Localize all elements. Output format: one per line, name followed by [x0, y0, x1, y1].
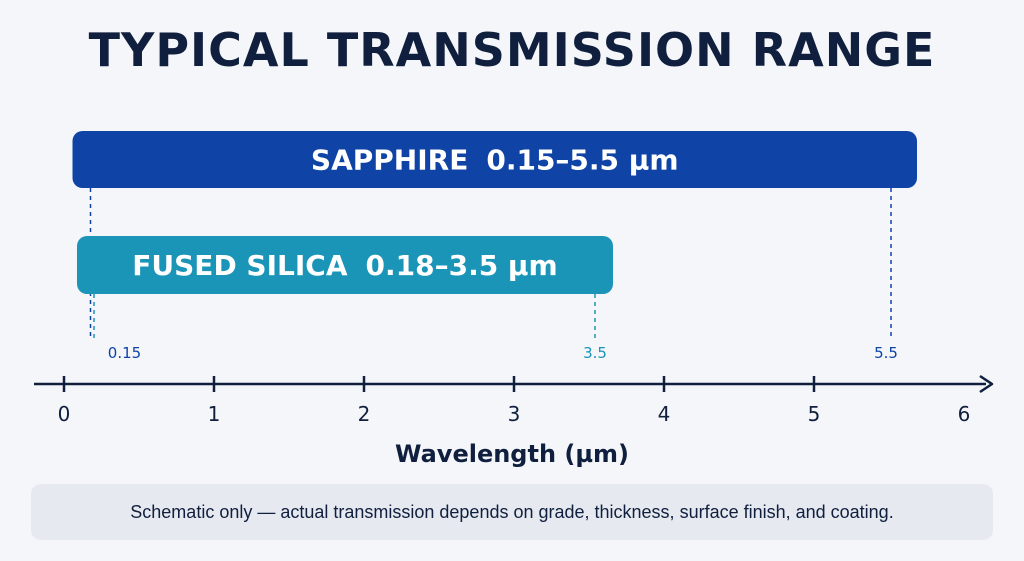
series-range-label: 0.18–3.5 µm: [366, 249, 558, 282]
series-range-label: 0.15–5.5 µm: [486, 144, 678, 177]
marker-label-2: 5.5: [874, 344, 898, 362]
x-tick-label-3: 3: [508, 402, 521, 426]
x-tick-label-5: 5: [808, 402, 821, 426]
marker-label-1: 3.5: [583, 344, 607, 362]
x-axis-arrow: [979, 374, 994, 394]
range-bar-0: [72, 131, 917, 188]
x-axis-title: Wavelength (µm): [395, 440, 629, 468]
marker-label-0: 0.15: [108, 344, 141, 362]
series-name: SAPPHIRE: [311, 144, 468, 177]
x-tick-label-6: 6: [958, 402, 971, 426]
range-bars: SAPPHIRE 0.15–5.5 µm FUSED SILICA 0.18–3.5 …: [72, 131, 917, 294]
chart-title: TYPICAL TRANSMISSION RANGE: [88, 23, 936, 77]
range-bar-label-0: SAPPHIRE 0.15–5.5 µm: [311, 144, 679, 177]
series-name: FUSED SILICA: [132, 249, 348, 282]
range-bar-label-1: FUSED SILICA 0.18–3.5 µm: [132, 249, 557, 282]
transmission-chart: 0.15 3.5 5.5 SAPPHIRE 0.15–5.5 µm FUSED SILI…: [34, 131, 994, 468]
x-tick-label-4: 4: [658, 402, 671, 426]
x-tick-label-1: 1: [208, 402, 221, 426]
x-tick-label-0: 0: [58, 402, 71, 426]
range-bar-1: [77, 236, 613, 294]
guide-lines: 0.15 3.5 5.5: [89, 188, 898, 362]
x-tick-label-2: 2: [358, 402, 371, 426]
disclaimer-note: Schematic only — actual transmission dep…: [31, 484, 993, 540]
x-axis: 0 1 2 3 4 5 6 Wavelength (µm): [34, 374, 994, 468]
